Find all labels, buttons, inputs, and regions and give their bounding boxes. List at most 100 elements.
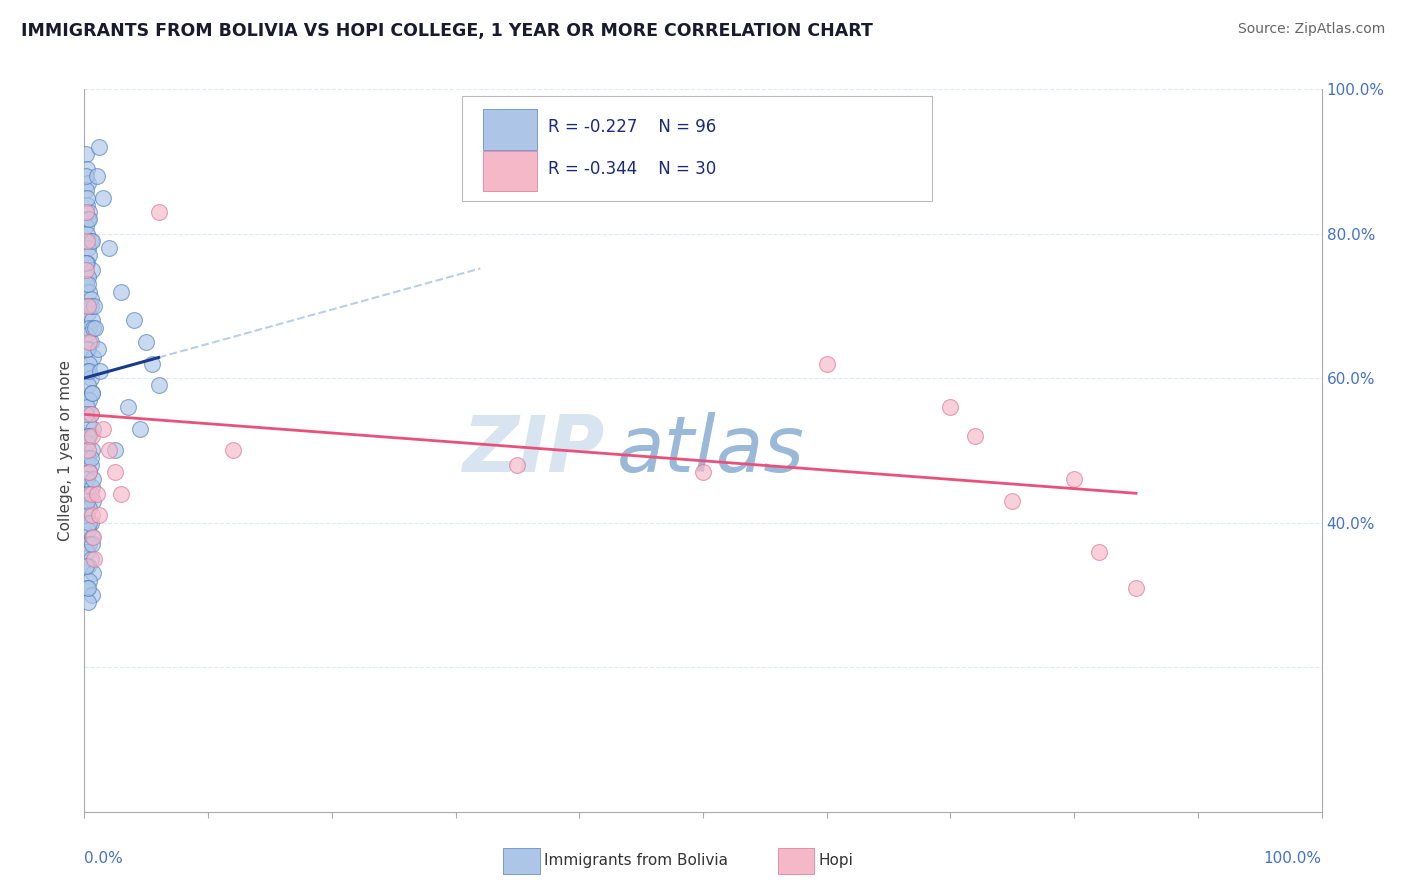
Point [79, 357, 101, 371]
Point [80, 508, 103, 523]
Point [79, 516, 101, 530]
Point [76, 494, 98, 508]
Point [79, 537, 101, 551]
Point [141, 357, 163, 371]
Point [80, 313, 103, 327]
Point [80, 385, 103, 400]
Point [76, 544, 98, 558]
Point [77, 306, 100, 320]
Point [79, 516, 101, 530]
Point [76, 400, 98, 414]
Point [75, 559, 97, 574]
Point [79, 429, 101, 443]
Point [76, 255, 98, 269]
Point [77, 343, 100, 357]
Point [75, 183, 97, 197]
Point [77, 487, 100, 501]
Point [82, 422, 104, 436]
FancyBboxPatch shape [461, 96, 932, 202]
Point [76, 472, 98, 486]
Point [77, 450, 100, 465]
Point [98, 443, 121, 458]
Point [79, 392, 101, 407]
Y-axis label: College, 1 year or more: College, 1 year or more [58, 360, 73, 541]
Point [79, 320, 101, 334]
Point [77, 443, 100, 458]
Point [79, 465, 101, 479]
Point [82, 494, 104, 508]
Point [91, 191, 114, 205]
Point [79, 248, 101, 262]
Point [1063, 472, 1085, 486]
Point [82, 566, 104, 581]
Point [80, 234, 103, 248]
Text: Immigrants from Bolivia: Immigrants from Bolivia [544, 854, 728, 868]
Point [79, 212, 101, 227]
Point [80, 443, 103, 458]
Point [148, 378, 170, 392]
Point [79, 364, 101, 378]
Point [76, 581, 98, 595]
Point [965, 429, 987, 443]
Point [129, 422, 152, 436]
Point [1125, 581, 1147, 595]
FancyBboxPatch shape [482, 110, 537, 150]
Point [79, 407, 101, 421]
Point [75, 169, 97, 183]
Point [77, 241, 100, 255]
Point [75, 262, 97, 277]
Point [82, 320, 104, 334]
Point [89, 508, 111, 523]
Point [692, 465, 714, 479]
Point [79, 407, 101, 421]
Point [77, 429, 100, 443]
FancyBboxPatch shape [482, 151, 537, 191]
Point [86, 487, 108, 501]
Point [815, 357, 838, 371]
Point [79, 334, 101, 349]
Point [75, 205, 97, 219]
Point [110, 285, 132, 299]
Point [86, 169, 108, 183]
Point [77, 378, 100, 392]
Point [83, 299, 105, 313]
Point [82, 530, 104, 544]
Point [135, 334, 157, 349]
Point [76, 364, 98, 378]
Point [79, 371, 101, 385]
Point [1001, 494, 1024, 508]
Point [80, 537, 103, 551]
Point [79, 458, 101, 472]
Point [77, 581, 100, 595]
Point [79, 205, 101, 219]
Point [79, 299, 101, 313]
Text: atlas: atlas [616, 412, 804, 489]
Point [79, 285, 101, 299]
Text: R = -0.344    N = 30: R = -0.344 N = 30 [548, 160, 717, 178]
Text: IMMIGRANTS FROM BOLIVIA VS HOPI COLLEGE, 1 YEAR OR MORE CORRELATION CHART: IMMIGRANTS FROM BOLIVIA VS HOPI COLLEGE,… [21, 22, 873, 40]
Point [77, 523, 100, 537]
Text: R = -0.227    N = 96: R = -0.227 N = 96 [548, 119, 717, 136]
Point [148, 205, 170, 219]
Point [89, 364, 111, 378]
Point [79, 551, 101, 566]
Point [76, 436, 98, 450]
Point [79, 334, 101, 349]
Text: Source: ZipAtlas.com: Source: ZipAtlas.com [1237, 22, 1385, 37]
Text: Hopi: Hopi [818, 854, 853, 868]
Point [80, 429, 103, 443]
Text: ZIP: ZIP [461, 412, 605, 489]
Point [76, 161, 98, 176]
Text: 100.0%: 100.0% [1264, 852, 1322, 866]
Point [79, 450, 101, 465]
Point [76, 508, 98, 523]
Point [79, 234, 101, 248]
Point [76, 191, 98, 205]
Point [75, 219, 97, 234]
Point [79, 501, 101, 516]
Text: 0.0%: 0.0% [84, 852, 124, 866]
Point [82, 472, 104, 486]
Point [80, 480, 103, 494]
Point [82, 350, 104, 364]
Point [80, 385, 103, 400]
